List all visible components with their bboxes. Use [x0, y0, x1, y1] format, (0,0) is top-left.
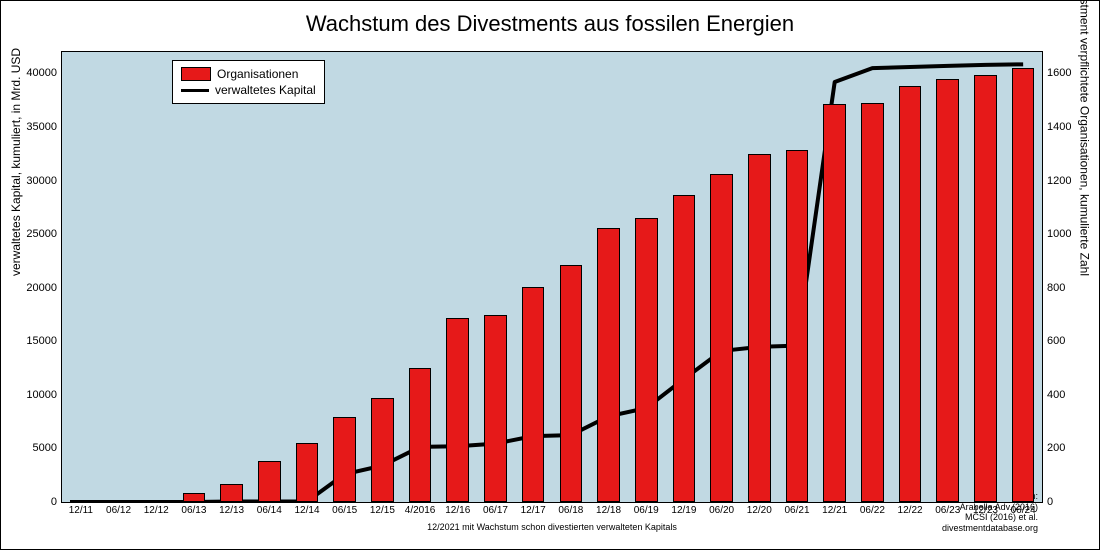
bar [748, 154, 771, 502]
y2-tick: 600 [1042, 335, 1065, 347]
y1-tick: 5000 [33, 442, 62, 454]
x-tick: 06/20 [709, 502, 734, 516]
bar [823, 104, 846, 502]
x-tick: 12/15 [370, 502, 395, 516]
bar [522, 287, 545, 502]
x-tick: 06/13 [181, 502, 206, 516]
bar [409, 368, 432, 502]
bar [220, 484, 243, 502]
y1-tick: 35000 [26, 121, 62, 133]
y2-tick: 800 [1042, 282, 1065, 294]
legend-line-label: verwaltetes Kapital [215, 83, 316, 97]
chart-container: Wachstum des Divestments aus fossilen En… [0, 0, 1100, 550]
y1-tick: 25000 [26, 228, 62, 240]
y2-tick: 400 [1042, 389, 1065, 401]
bar [258, 461, 281, 502]
y2-axis-label: zum Divestment verpflichtete Organisatio… [1077, 0, 1091, 276]
legend-line-swatch [181, 89, 209, 92]
bar [560, 265, 583, 502]
legend-bar-label: Organisationen [217, 67, 298, 81]
x-tick: 12/13 [219, 502, 244, 516]
y2-tick: 1000 [1042, 228, 1071, 240]
x-tick: 06/19 [634, 502, 659, 516]
x-tick: 12/12 [144, 502, 169, 516]
x-tick: 12/23 [973, 502, 998, 516]
x-tick: 12/16 [445, 502, 470, 516]
bar [786, 150, 809, 503]
bar [1012, 68, 1035, 502]
plot-area: Organisationen verwaltetes Kapital 12/20… [61, 51, 1043, 503]
y1-tick: 30000 [26, 175, 62, 187]
legend: Organisationen verwaltetes Kapital [172, 60, 325, 104]
y1-tick: 15000 [26, 335, 62, 347]
bar [70, 500, 93, 502]
bar [484, 315, 507, 503]
x-tick: 06/24 [1011, 502, 1036, 516]
legend-row-line: verwaltetes Kapital [181, 83, 316, 97]
bar [371, 398, 394, 502]
y2-tick: 200 [1042, 442, 1065, 454]
y2-tick: 1400 [1042, 121, 1071, 133]
x-tick: 12/11 [69, 502, 93, 516]
x-tick: 4/2016 [405, 502, 436, 516]
bar [296, 443, 319, 502]
bar [710, 174, 733, 502]
x-tick: 12/19 [671, 502, 696, 516]
y2-tick: 1600 [1042, 67, 1071, 79]
y1-tick: 20000 [26, 282, 62, 294]
bar [635, 218, 658, 502]
x-tick: 06/14 [257, 502, 282, 516]
x-tick: 06/22 [860, 502, 885, 516]
bar [974, 75, 997, 502]
y1-tick: 40000 [26, 67, 62, 79]
legend-bar-swatch [181, 67, 211, 81]
subnote: 12/2021 mit Wachstum schon divestierten … [427, 522, 677, 532]
x-tick: 12/18 [596, 502, 621, 516]
bar [446, 318, 469, 502]
bar [673, 195, 696, 503]
x-tick: 06/15 [332, 502, 357, 516]
bar [183, 493, 206, 502]
x-tick: 12/17 [521, 502, 546, 516]
x-tick: 12/22 [898, 502, 923, 516]
x-tick: 12/21 [822, 502, 847, 516]
bar [936, 79, 959, 502]
x-tick: 06/21 [784, 502, 809, 516]
bar [107, 500, 130, 502]
y1-tick: 10000 [26, 389, 62, 401]
bar [861, 103, 884, 502]
x-tick: 06/17 [483, 502, 508, 516]
x-tick: 06/12 [106, 502, 131, 516]
y2-tick: 0 [1042, 496, 1053, 508]
footnote-line: divestmentdatabase.org [942, 523, 1038, 534]
y1-axis-label: verwaltetes Kapital, kumuliert, in Mrd. … [9, 48, 23, 276]
y2-tick: 1200 [1042, 175, 1071, 187]
x-tick: 06/18 [558, 502, 583, 516]
y1-tick: 0 [51, 496, 62, 508]
bar [597, 228, 620, 502]
bar [899, 86, 922, 502]
chart-title: Wachstum des Divestments aus fossilen En… [1, 1, 1099, 42]
legend-row-bars: Organisationen [181, 67, 316, 81]
bar [333, 417, 356, 502]
x-tick: 12/14 [294, 502, 319, 516]
bar [145, 500, 168, 502]
x-tick: 06/23 [935, 502, 960, 516]
x-tick: 12/20 [747, 502, 772, 516]
line-overlay [62, 52, 1042, 502]
